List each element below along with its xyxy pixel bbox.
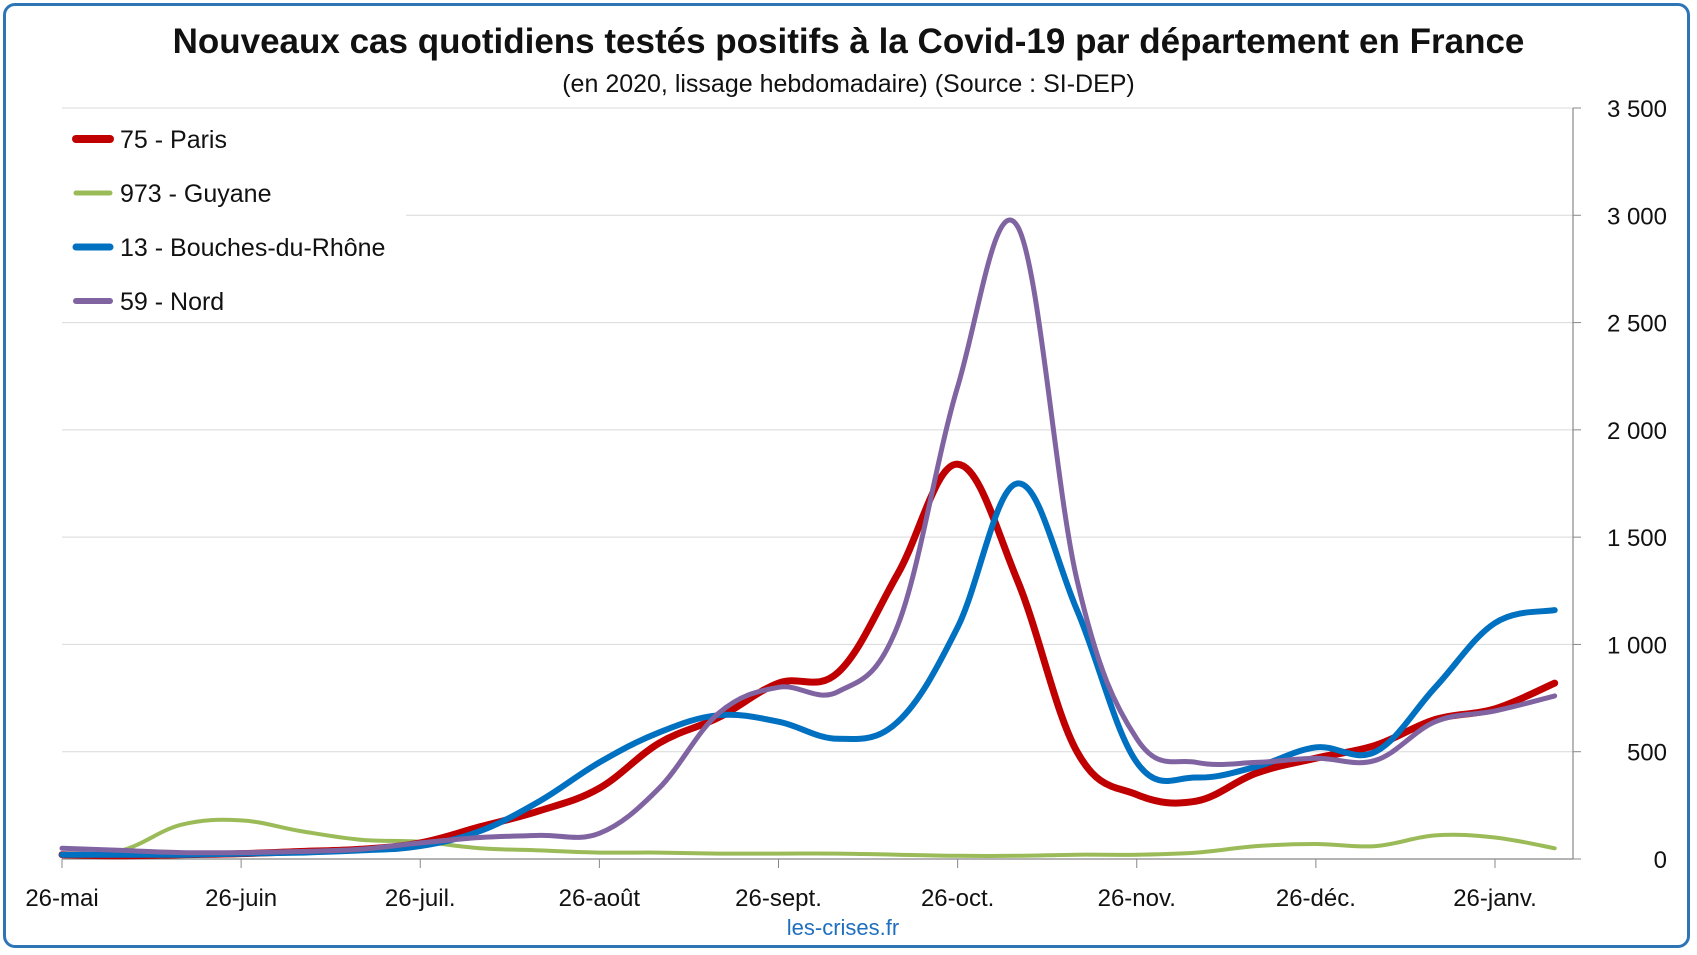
y-tick-label: 1 000 [1607, 632, 1667, 659]
x-tick-label: 26-juin [205, 885, 277, 912]
x-tick-label: 26-sept. [735, 885, 822, 912]
source-label: les-crises.fr [787, 915, 899, 940]
y-tick-label: 0 [1654, 847, 1667, 874]
series-lines [58, 217, 1559, 860]
y-tick-label: 1 500 [1607, 525, 1667, 552]
legend-background [58, 112, 406, 322]
chart-subtitle: (en 2020, lissage hebdomadaire) (Source … [562, 70, 1135, 98]
x-tick-label: 26-oct. [921, 885, 994, 912]
gridlines [62, 107, 1573, 753]
y-tick-label: 2 000 [1607, 418, 1667, 445]
x-tick-label: 26-nov. [1098, 885, 1176, 912]
legend-label: 59 - Nord [120, 288, 224, 316]
y-tick-label: 500 [1627, 740, 1667, 767]
series-line [58, 460, 1559, 860]
x-tick-label: 26-août [559, 885, 641, 912]
axes: 0 500 1 000 1 500 2 000 2 500 3 000 3 500 26-mai… [25, 96, 1667, 912]
chart-title: Nouveaux cas quotidiens testés positifs … [172, 22, 1525, 61]
y-tick-label: 2 500 [1607, 311, 1667, 338]
series-line [59, 217, 1558, 856]
legend-label: 973 - Guyane [120, 180, 272, 208]
x-tick-label: 26-juil. [385, 885, 456, 912]
legend-label: 13 - Bouches-du-Rhône [120, 234, 385, 262]
series-line [60, 817, 1557, 858]
legend: 75 - Paris 973 - Guyane 13 - Bouches-du-Rh… [58, 112, 406, 322]
series-line [59, 480, 1558, 858]
x-tick-label: 26-mai [25, 885, 98, 912]
x-tick-label: 26-déc. [1276, 885, 1356, 912]
y-tick-label: 3 000 [1607, 203, 1667, 230]
x-tick-label: 26-janv. [1453, 885, 1537, 912]
legend-label: 75 - Paris [120, 126, 227, 154]
y-tick-label: 3 500 [1607, 96, 1667, 123]
